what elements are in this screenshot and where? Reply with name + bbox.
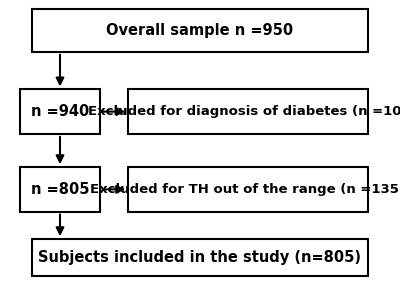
FancyBboxPatch shape bbox=[128, 89, 368, 134]
FancyBboxPatch shape bbox=[32, 9, 368, 52]
FancyBboxPatch shape bbox=[20, 89, 100, 134]
Text: Overall sample n =950: Overall sample n =950 bbox=[106, 23, 294, 38]
FancyBboxPatch shape bbox=[128, 167, 368, 212]
Text: Excluded for diagnosis of diabetes (n =10): Excluded for diagnosis of diabetes (n =1… bbox=[88, 105, 400, 118]
FancyBboxPatch shape bbox=[32, 239, 368, 276]
Text: Excluded for TH out of the range (n =135): Excluded for TH out of the range (n =135… bbox=[90, 183, 400, 196]
FancyBboxPatch shape bbox=[20, 167, 100, 212]
Text: n =805: n =805 bbox=[31, 182, 89, 197]
Text: Subjects included in the study (n=805): Subjects included in the study (n=805) bbox=[38, 250, 362, 265]
Text: n =940: n =940 bbox=[31, 104, 89, 119]
